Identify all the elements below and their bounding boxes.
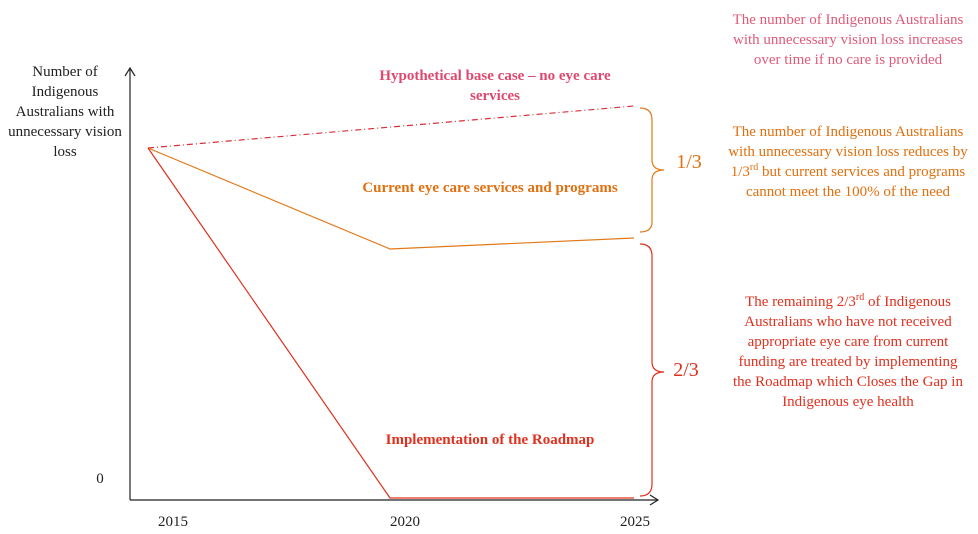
annotation-text: but current services and programs cannot… — [745, 164, 966, 200]
annotation: The remaining 2/3rd of Indigenous Austra… — [728, 292, 968, 412]
annotation: The number of Indigenous Australians wit… — [728, 122, 968, 202]
annotation: The number of Indigenous Australians wit… — [728, 10, 968, 70]
line-label: Current eye care services and programs — [362, 180, 618, 196]
x-label: 2020 — [390, 514, 420, 530]
annotation-text: The remaining 2/3 — [745, 294, 856, 310]
bracket-label: 1/3 — [676, 151, 702, 173]
bracket-bottom — [639, 243, 665, 497]
annotation-text: The number of Indigenous Australians wit… — [732, 12, 964, 68]
current-line — [147, 147, 635, 250]
origin-label: 0 — [96, 471, 104, 487]
bracket-label: 2/3 — [673, 359, 699, 381]
base-case-line — [147, 105, 635, 149]
roadmap-line — [147, 147, 634, 499]
annotation-text: of Indigenous Australians who have not r… — [733, 294, 963, 410]
x-arrow — [649, 494, 660, 506]
line-label: Hypothetical base case – no eye care ser… — [379, 68, 611, 104]
annotation-text: The number of Indigenous Australians wit… — [728, 124, 968, 180]
superscript: rd — [749, 162, 759, 173]
x-label: 2015 — [158, 514, 188, 530]
y-arrow — [124, 66, 136, 77]
x-label: 2025 — [620, 514, 650, 530]
y-axis-label: Number of Indigenous Australians with un… — [8, 64, 122, 160]
superscript: rd — [855, 292, 865, 303]
line-label: Implementation of the Roadmap — [385, 432, 595, 448]
bracket-top — [639, 107, 665, 233]
